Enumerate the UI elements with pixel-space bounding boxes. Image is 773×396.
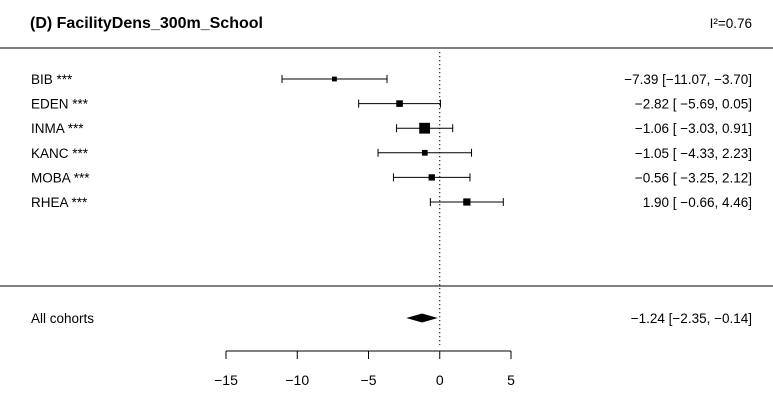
study-estimate-text: 1.90 [ −0.66, 4.46] [643, 195, 752, 210]
study-estimate-text: −7.39 [−11.07, −3.70] [624, 72, 752, 87]
point-estimate-marker [463, 198, 471, 206]
summary-estimate-text: −1.24 [−2.35, −0.14] [631, 311, 752, 326]
summary-diamond [406, 313, 438, 323]
point-estimate-marker [421, 149, 428, 156]
point-estimate-marker [396, 100, 403, 107]
x-tick-label: 5 [507, 372, 515, 388]
point-estimate-marker [419, 122, 431, 134]
study-label: INMA *** [31, 121, 84, 136]
point-estimate-marker [332, 76, 337, 82]
x-tick-label: 0 [436, 372, 444, 388]
study-label: BIB *** [31, 72, 73, 87]
study-estimate-text: −2.82 [ −5.69, 0.05] [635, 97, 752, 112]
x-tick-label: −10 [285, 372, 309, 388]
study-estimate-text: −0.56 [ −3.25, 2.12] [635, 170, 752, 185]
chart-title: (D) FacilityDens_300m_School [30, 15, 263, 32]
study-label: RHEA *** [31, 195, 88, 210]
x-tick-label: −5 [361, 372, 377, 388]
study-estimate-text: −1.05 [ −4.33, 2.23] [635, 146, 752, 161]
study-label: EDEN *** [31, 97, 89, 112]
point-estimate-marker [428, 174, 435, 181]
study-label: MOBA *** [31, 170, 90, 185]
summary-label: All cohorts [31, 311, 94, 326]
study-estimate-text: −1.06 [ −3.03, 0.91] [635, 121, 752, 136]
x-tick-label: −15 [214, 372, 238, 388]
study-label: KANC *** [31, 146, 89, 161]
heterogeneity-statistic: I²=0.76 [710, 16, 752, 31]
